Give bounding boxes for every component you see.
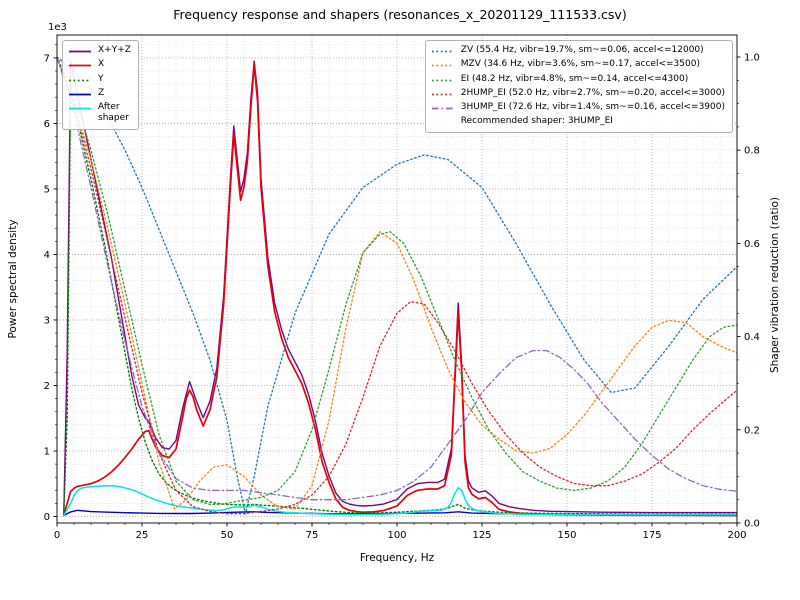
- legend-label: X+Y+Z: [98, 45, 131, 55]
- y-right-tick-label: 0.6: [744, 239, 760, 250]
- legend-label: 2HUMP_EI (52.0 Hz, vibr=2.7%, sm~=0.20, …: [460, 87, 725, 98]
- curve-after-shaper: [63, 484, 737, 517]
- x-tick-label: 100: [387, 530, 406, 541]
- x-tick-label: 150: [557, 530, 576, 541]
- y-right-tick-label: 0.0: [744, 519, 760, 530]
- legend-item-x: X: [68, 59, 131, 70]
- y-right-tick-label: 0.4: [744, 332, 760, 343]
- ei-line-sample: [431, 79, 454, 81]
- x-tick-label: 25: [136, 530, 149, 541]
- legend-item-ei: EI (48.2 Hz, vibr=4.8%, sm~=0.14, accel<…: [431, 74, 725, 85]
- x-line-sample: [69, 64, 91, 67]
- recommended-shaper-note: Recommended shaper: 3HUMP_EI: [460, 116, 613, 127]
- z-line-sample: [69, 93, 91, 96]
- legend-item-z: Z: [68, 88, 131, 99]
- legend-item-2hump-ei: 2HUMP_EI (52.0 Hz, vibr=2.7%, sm~=0.20, …: [431, 88, 725, 99]
- curve-x: [62, 63, 737, 517]
- legend-label: ZV (55.4 Hz, vibr=19.7%, sm~=0.06, accel…: [460, 45, 704, 55]
- y-left-tick-label: 3: [44, 315, 50, 326]
- y-left-tick-label: 6: [44, 119, 50, 130]
- after-shaper-line-sample: [69, 107, 91, 110]
- legend-label: EI (48.2 Hz, vibr=4.8%, sm~=0.14, accel<…: [460, 73, 689, 84]
- y-left-tick-label: 0: [44, 512, 50, 523]
- legend-item-3hump-ei: 3HUMP_EI (72.6 Hz, vibr=1.4%, sm~=0.16, …: [431, 102, 725, 113]
- legend-label: 3HUMP_EI (72.6 Hz, vibr=1.4%, sm~=0.16, …: [460, 102, 725, 112]
- y-left-tick-label: 2: [44, 381, 50, 392]
- legend-item-y: Y: [68, 74, 131, 85]
- legend-label: X: [98, 59, 105, 70]
- x-tick-label: 50: [221, 530, 234, 541]
- x-tick-label: 75: [306, 530, 319, 541]
- x-axis-label: Frequency, Hz: [360, 552, 435, 564]
- x-tick-label: 200: [727, 530, 746, 541]
- grid-lines: [56, 35, 738, 523]
- y-axis-label-right: Shaper vibration reduction (ratio): [769, 197, 781, 373]
- curve-ei: [57, 56, 737, 506]
- x-tick-label: 125: [472, 530, 491, 541]
- legend-item-after-shaper: After shaper: [68, 102, 131, 125]
- curve-zv: [57, 56, 737, 515]
- y-left-tick-label: 4: [44, 250, 50, 261]
- y-left-tick-label: 1: [44, 446, 50, 457]
- y-right-tick-label: 1.0: [744, 53, 760, 64]
- axis-offset-label: 1e3: [48, 22, 67, 33]
- zv-line-sample: [431, 50, 454, 53]
- curve-y: [63, 90, 737, 516]
- legend-label: After shaper: [98, 102, 129, 124]
- curve-mzv: [57, 56, 737, 510]
- legend-label: Z: [98, 87, 105, 98]
- legend-item-zv: ZV (55.4 Hz, vibr=19.7%, sm~=0.06, accel…: [431, 45, 725, 56]
- 2hump-ei-line-sample: [431, 93, 454, 96]
- y-left-tick-label: 5: [44, 184, 50, 195]
- 3hump-ei-line-sample: [431, 107, 454, 110]
- legend-item-xyz: X+Y+Z: [68, 45, 131, 56]
- xyz-line-sample: [69, 50, 91, 53]
- y-line-sample: [69, 79, 91, 81]
- legend-shaper-rows: ZV (55.4 Hz, vibr=19.7%, sm~=0.06, accel…: [431, 45, 725, 113]
- plot-curves: [57, 56, 737, 517]
- curve-2hump-ei: [57, 56, 737, 515]
- x-tick-label: 0: [54, 530, 60, 541]
- y-axis-label-left: Power spectral density: [7, 219, 19, 338]
- x-tick-label: 175: [642, 530, 661, 541]
- y-left-tick-label: 7: [44, 53, 50, 64]
- axes: 0 25 50 75 100 125 150 175 200 0 1 2 3 4 5 6 7 0.0 0.2 0.4 0…: [44, 34, 760, 541]
- legend-shapers: ZV (55.4 Hz, vibr=19.7%, sm~=0.06, accel…: [424, 40, 733, 133]
- legend-item-mzv: MZV (34.6 Hz, vibr=3.6%, sm~=0.17, accel…: [431, 59, 725, 70]
- curve-3hump-ei: [57, 56, 737, 501]
- mzv-line-sample: [431, 64, 454, 67]
- y-right-tick-label: 0.2: [744, 425, 760, 436]
- curve-z: [63, 509, 737, 517]
- chart-title: Frequency response and shapers (resonanc…: [173, 7, 626, 22]
- curve-xyz: [63, 60, 737, 515]
- legend-label: MZV (34.6 Hz, vibr=3.6%, sm~=0.17, accel…: [460, 59, 700, 70]
- legend-psd: X+Y+Z X Y Z After shaper: [62, 40, 139, 130]
- y-right-tick-label: 0.8: [744, 146, 760, 157]
- legend-label: Y: [98, 73, 104, 84]
